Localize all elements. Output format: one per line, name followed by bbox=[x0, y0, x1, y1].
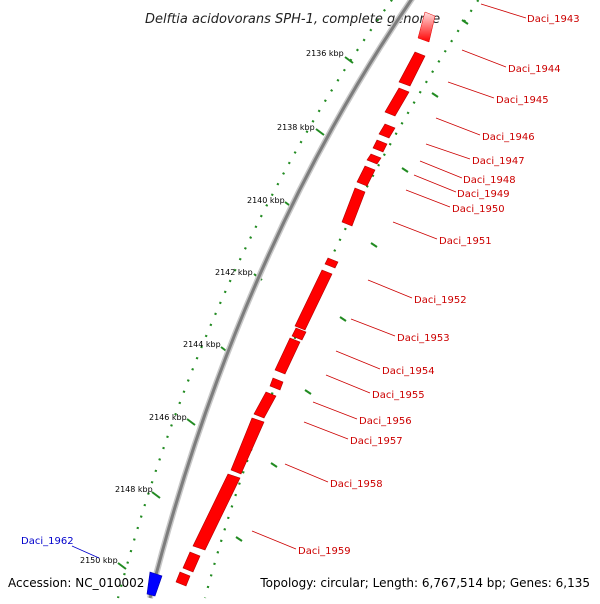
genome-backbone bbox=[148, 0, 414, 599]
scale-label-2136: 2136 kbp bbox=[306, 49, 344, 58]
gene-label-daci-1951[interactable]: Daci_1951 bbox=[439, 236, 492, 247]
gene-label-daci-1946[interactable]: Daci_1946 bbox=[482, 132, 535, 143]
inner-tick bbox=[431, 92, 439, 98]
gene-label-daci-1943[interactable]: Daci_1943 bbox=[527, 14, 580, 25]
inner-tick bbox=[304, 389, 312, 395]
gene-label-daci-1954[interactable]: Daci_1954 bbox=[382, 366, 435, 377]
accession-text: Accession: NC_010002 bbox=[8, 576, 144, 590]
leader-daci-1956 bbox=[312, 401, 358, 420]
gene-block-daci-1962[interactable] bbox=[146, 571, 163, 597]
scale-label-2150: 2150 kbp bbox=[80, 556, 118, 565]
gene-label-daci-1945[interactable]: Daci_1945 bbox=[496, 95, 549, 106]
gene-block-daci-1946[interactable] bbox=[378, 123, 396, 139]
gene-block-daci-1956[interactable] bbox=[253, 391, 277, 419]
leader-daci-1948 bbox=[419, 160, 463, 179]
gene-label-daci-1949[interactable]: Daci_1949 bbox=[457, 189, 510, 200]
gene-label-daci-1957[interactable]: Daci_1957 bbox=[350, 436, 403, 447]
inner-tick bbox=[339, 316, 347, 322]
leader-daci-1957 bbox=[303, 421, 349, 440]
gene-block-daci-1959[interactable] bbox=[182, 551, 201, 573]
gene-block-daci-1953[interactable] bbox=[291, 327, 307, 341]
gene-block-daci-1948[interactable] bbox=[366, 153, 382, 165]
scale-label-2148: 2148 kbp bbox=[115, 485, 153, 494]
gene-label-daci-1948[interactable]: Daci_1948 bbox=[463, 175, 516, 186]
inner-tick bbox=[461, 19, 469, 25]
gene-label-daci-1953[interactable]: Daci_1953 bbox=[397, 333, 450, 344]
gene-block-daci-1945[interactable] bbox=[384, 87, 410, 117]
leader-daci-1950 bbox=[405, 189, 451, 208]
scale-label-2140: 2140 kbp bbox=[247, 196, 285, 205]
gene-block-daci-1950[interactable] bbox=[341, 187, 366, 227]
gene-block-daci-1952[interactable] bbox=[294, 269, 333, 331]
gene-block-daci-1944[interactable] bbox=[398, 51, 426, 87]
gene-block-daci-1947[interactable] bbox=[372, 139, 388, 153]
gene-label-daci-1958[interactable]: Daci_1958 bbox=[330, 479, 383, 490]
gene-block-small[interactable] bbox=[175, 571, 191, 587]
leader-daci-1959 bbox=[251, 530, 297, 550]
gene-block-daci-1943[interactable] bbox=[417, 11, 436, 43]
gene-label-daci-1962[interactable]: Daci_1962 bbox=[21, 536, 74, 547]
leader-daci-1951 bbox=[392, 221, 438, 240]
leader-daci-1943 bbox=[480, 3, 527, 19]
label-leaders bbox=[71, 3, 527, 559]
scale-tick bbox=[344, 56, 354, 64]
inner-tick-ring bbox=[203, 0, 480, 599]
leader-daci-1949 bbox=[413, 174, 457, 193]
gene-label-daci-1947[interactable]: Daci_1947 bbox=[472, 156, 525, 167]
gene-block-daci-1951[interactable] bbox=[324, 257, 339, 269]
scale-tick bbox=[315, 128, 325, 136]
inner-tick bbox=[270, 462, 278, 468]
inner-tick bbox=[370, 242, 378, 248]
scale-tick bbox=[117, 562, 127, 570]
leader-daci-1947 bbox=[425, 143, 471, 160]
genome-backbone-shadow bbox=[147, 0, 415, 599]
gene-label-daci-1950[interactable]: Daci_1950 bbox=[452, 204, 505, 215]
gene-label-daci-1955[interactable]: Daci_1955 bbox=[372, 390, 425, 401]
gene-block-daci-1958[interactable] bbox=[192, 473, 241, 551]
inner-tick bbox=[235, 536, 243, 542]
gene-block-daci-1949[interactable] bbox=[356, 165, 376, 187]
inner-tick bbox=[401, 167, 409, 173]
leader-daci-1958 bbox=[284, 463, 329, 483]
leader-daci-1953 bbox=[350, 318, 396, 337]
scale-tick bbox=[186, 418, 196, 426]
leader-daci-1945 bbox=[447, 81, 495, 99]
scale-tick bbox=[151, 491, 161, 499]
scale-label-2144: 2144 kbp bbox=[183, 340, 221, 349]
gene-label-daci-1956[interactable]: Daci_1956 bbox=[359, 416, 412, 427]
leader-daci-1952 bbox=[367, 279, 413, 299]
gene-block-daci-1955[interactable] bbox=[269, 377, 284, 391]
map-title: Delftia acidovorans SPH-1, complete geno… bbox=[145, 12, 440, 27]
gene-block-daci-1957[interactable] bbox=[230, 417, 265, 475]
leader-daci-1946 bbox=[435, 117, 481, 136]
forward-genes bbox=[175, 11, 436, 587]
scale-label-2146: 2146 kbp bbox=[149, 413, 187, 422]
gene-block-daci-1954[interactable] bbox=[274, 337, 301, 375]
gene-label-daci-1952[interactable]: Daci_1952 bbox=[414, 295, 467, 306]
leader-daci-1955 bbox=[325, 374, 371, 394]
gene-label-daci-1959[interactable]: Daci_1959 bbox=[298, 546, 351, 557]
leader-daci-1944 bbox=[461, 49, 507, 68]
scale-label-2142: 2142 kbp bbox=[215, 268, 253, 277]
inner-ticks bbox=[235, 19, 469, 542]
leader-daci-1954 bbox=[335, 350, 381, 370]
gene-labels: Daci_1943 Daci_1944 Daci_1945 Daci_1946 … bbox=[21, 14, 580, 557]
scale-label-2138: 2138 kbp bbox=[277, 123, 315, 132]
topology-text: Topology: circular; Length: 6,767,514 bp… bbox=[259, 576, 590, 590]
leader-daci-1962 bbox=[71, 545, 100, 559]
gene-label-daci-1944[interactable]: Daci_1944 bbox=[508, 64, 561, 75]
